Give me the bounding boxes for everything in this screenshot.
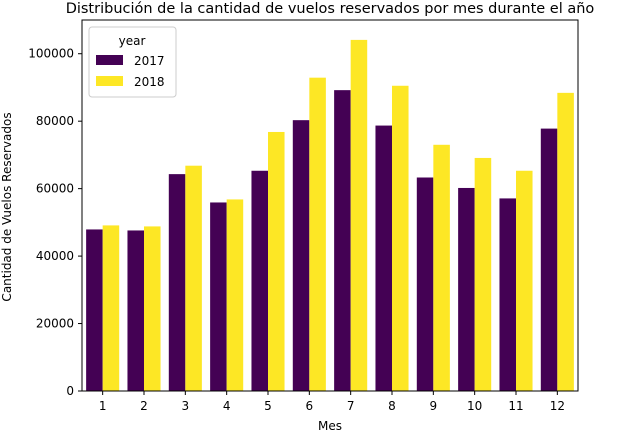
bar-2018-6 — [309, 77, 326, 391]
bar-2017-10 — [458, 187, 475, 391]
bar-2017-7 — [334, 90, 351, 392]
bar-2017-1 — [86, 229, 103, 391]
y-axis-label: Cantidad de Vuelos Reservados — [0, 112, 14, 301]
x-tick-label: 1 — [99, 399, 107, 413]
y-axis: 0 20000 40000 60000 80000 100000 — [28, 47, 82, 398]
bar-2018-12 — [557, 92, 574, 392]
y-tick-label: 80000 — [36, 114, 74, 128]
x-axis-label: Mes — [318, 419, 342, 433]
x-tick-label: 11 — [508, 399, 523, 413]
bar-2017-5 — [251, 170, 268, 391]
y-tick-label: 60000 — [36, 182, 74, 196]
x-tick-label: 10 — [467, 399, 482, 413]
x-tick-label: 7 — [347, 399, 355, 413]
plot-frame — [81, 19, 579, 392]
bar-2018-5 — [268, 131, 285, 391]
x-axis: 1 2 3 4 5 6 7 8 9 10 11 12 — [99, 391, 565, 413]
x-tick-label: 9 — [430, 399, 438, 413]
x-tick-label: 4 — [223, 399, 231, 413]
legend-swatch-2017 — [96, 55, 123, 65]
bar-2018-9 — [433, 144, 450, 391]
x-tick-label: 5 — [264, 399, 272, 413]
y-tick-label: 100000 — [28, 47, 74, 61]
bar-2017-6 — [292, 120, 310, 392]
x-tick-label: 8 — [388, 399, 396, 413]
bar-2018-2 — [144, 226, 161, 391]
bar-2017-2 — [127, 230, 144, 391]
bar-2017-8 — [375, 125, 392, 392]
bar-2018-11 — [516, 170, 533, 391]
legend-label-2017: 2017 — [134, 54, 165, 68]
bar-2018-7 — [350, 39, 368, 392]
chart-title: Distribución de la cantidad de vuelos re… — [66, 1, 595, 17]
bar-2018-8 — [392, 85, 409, 391]
bar-2017-11 — [499, 198, 516, 391]
bar-2018-4 — [226, 199, 244, 391]
x-tick-label: 2 — [140, 399, 148, 413]
bar-2018-1 — [102, 225, 120, 391]
bar-2017-4 — [210, 202, 227, 391]
legend: year 2017 2018 — [88, 26, 177, 98]
legend-label-2018: 2018 — [134, 75, 165, 89]
x-tick-label: 3 — [182, 399, 190, 413]
bar-2018-3 — [185, 165, 202, 391]
bar-2017-9 — [416, 177, 434, 391]
bars-group — [86, 39, 574, 392]
bar-2017-3 — [168, 174, 186, 391]
x-tick-label: 12 — [550, 399, 565, 413]
legend-title: year — [119, 34, 146, 48]
y-tick-label: 20000 — [36, 317, 74, 331]
bar-2018-10 — [474, 157, 492, 391]
legend-swatch-2018 — [96, 76, 123, 86]
y-tick-label: 40000 — [36, 249, 74, 263]
x-tick-label: 6 — [306, 399, 314, 413]
y-tick-label: 0 — [66, 384, 74, 398]
bar-2017-12 — [540, 128, 558, 392]
